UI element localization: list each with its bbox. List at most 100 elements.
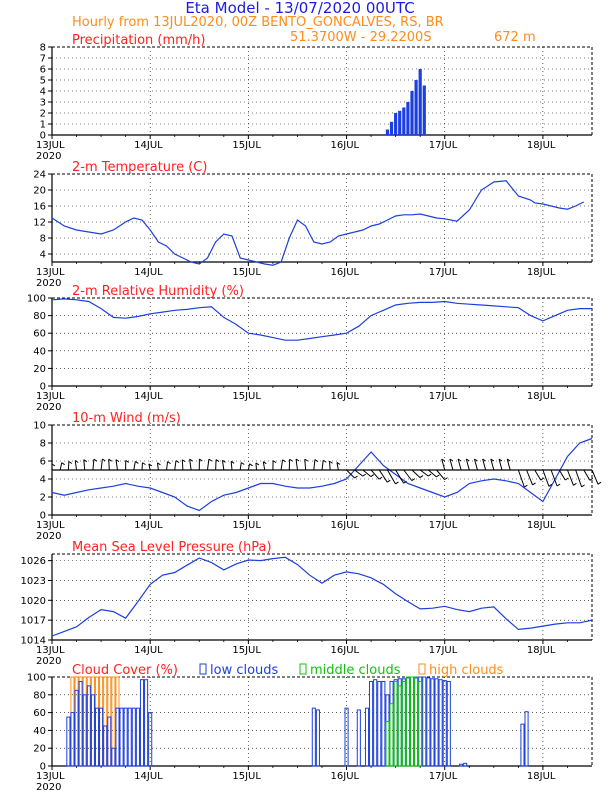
wind-barb-flag	[556, 483, 561, 487]
wind-barb-flag	[295, 458, 300, 462]
year-label: 2020	[36, 782, 61, 792]
cloud-bar-middle	[401, 680, 406, 767]
y-tick-label: 1	[40, 120, 46, 131]
wind-barb	[174, 460, 177, 471]
cloud-bar-low	[434, 678, 439, 767]
wind-barb	[336, 462, 339, 471]
wind-barb	[378, 469, 388, 483]
wind-barb-flag	[135, 461, 139, 464]
wind-barb-flag	[449, 458, 454, 462]
wind-barb-flag	[395, 481, 399, 485]
wind-barb	[411, 469, 421, 478]
cloud-bar-low	[524, 711, 529, 767]
cloud-bar-low	[144, 679, 149, 767]
wind-barb	[428, 469, 437, 478]
wind-barb-flag	[83, 459, 88, 463]
precip-bar	[394, 113, 398, 135]
wind-barb-flag	[175, 460, 180, 463]
panel-title: Precipitation (mm/h)	[72, 33, 205, 48]
cloud-bar-low	[373, 679, 378, 767]
y-tick-label: 5	[40, 76, 46, 87]
wind-barb-flag	[403, 480, 407, 484]
x-tick-label: 18JUL	[527, 771, 556, 782]
y-tick-label: 20	[33, 186, 46, 197]
y-tick-label: 1020	[21, 596, 46, 607]
panel-title: 2-m Temperature (C)	[72, 160, 207, 175]
wind-barb	[436, 469, 445, 480]
wind-barb	[482, 458, 487, 471]
y-tick-label: 0	[40, 511, 46, 522]
cloud-bar-low	[115, 707, 120, 767]
y-tick-label: 6	[40, 457, 46, 468]
wind-barb-flag	[125, 459, 129, 463]
wind-barb-flag	[157, 462, 161, 466]
wind-barb	[534, 469, 542, 481]
cloud-bar-middle	[409, 676, 415, 767]
year-label: 2020	[36, 151, 61, 162]
legend-swatch-middle	[299, 663, 307, 675]
elevation: 672 m	[494, 30, 536, 45]
cloud-bar-middle	[389, 703, 394, 767]
x-tick-label: 14JUL	[134, 267, 163, 278]
x-tick-label: 13JUL	[36, 391, 65, 402]
legend-label-high: high clouds	[429, 663, 504, 678]
y-tick-label: 100	[27, 673, 46, 684]
panel-2: 4 8 12 16 20 24 13JUL 14JUL 15JUL 16JUL 17JUL 18JUL…	[33, 160, 593, 289]
cloud-bar-low	[369, 680, 374, 767]
wind-barb	[133, 461, 136, 471]
wind-barb-flag	[548, 483, 553, 487]
location-line: Hourly from 13JUL2020, 00Z BENTO_GONCALV…	[72, 15, 444, 30]
y-tick-label: 80	[33, 311, 46, 322]
x-tick-label: 15JUL	[232, 771, 261, 782]
precip-bar	[418, 69, 422, 135]
x-tick-label: 18JUL	[527, 520, 556, 531]
wind-barb-flag	[411, 478, 416, 482]
y-tick-label: 1017	[21, 616, 46, 627]
wind-barb	[239, 462, 242, 471]
wind-barb	[148, 463, 151, 471]
x-tick-label: 13JUL	[36, 771, 65, 782]
cloud-bar-low	[94, 707, 100, 767]
wind-barb-flag	[189, 458, 193, 462]
y-tick-label: 60	[33, 329, 46, 340]
wind-barb	[295, 458, 298, 471]
wind-barb-flag	[457, 458, 462, 462]
wind-barb-flag	[208, 458, 213, 462]
wind-barb-flag	[474, 458, 478, 462]
wind-barb-flag	[282, 459, 286, 463]
cloud-bar-low	[123, 707, 128, 767]
y-tick-label: 40	[33, 726, 46, 737]
wind-barb	[83, 459, 86, 471]
wind-barb	[115, 459, 118, 471]
wind-barb	[206, 459, 210, 471]
cloud-bar-low	[442, 680, 447, 767]
wind-barb-flag	[581, 484, 585, 488]
cloud-bar-low	[139, 679, 145, 767]
wind-barb	[328, 461, 331, 471]
main-title: Eta Model - 13/07/2020 00UTC	[185, 0, 414, 17]
wind-barb-flag	[329, 460, 333, 464]
wind-barb-flag	[272, 460, 277, 464]
precip-bar	[389, 121, 394, 135]
wind-barb	[583, 469, 591, 481]
cloud-bar-low	[111, 747, 116, 767]
cloud-bar-low	[459, 763, 464, 767]
x-tick-label: 18JUL	[527, 267, 556, 278]
cloud-bar-low	[119, 707, 124, 767]
cloud-bar-middle	[418, 680, 423, 767]
series-line	[51, 298, 592, 341]
wind-barb	[346, 469, 355, 479]
cloud-bar-low	[86, 685, 91, 767]
cloud-bar-low	[66, 716, 71, 767]
coordinates: 51.3700W - 29.2200S	[290, 30, 432, 45]
wind-barb-flag	[115, 459, 120, 463]
wind-barb	[108, 459, 110, 471]
cloud-bar-low	[377, 680, 382, 767]
wind-barb-flag	[255, 462, 260, 466]
cloud-bar-low	[315, 709, 320, 767]
series-line	[51, 180, 585, 266]
cloud-bar-low	[148, 712, 153, 767]
wind-barb-flag	[378, 476, 383, 480]
wind-barb	[517, 469, 525, 488]
year-label: 2020	[36, 531, 61, 542]
